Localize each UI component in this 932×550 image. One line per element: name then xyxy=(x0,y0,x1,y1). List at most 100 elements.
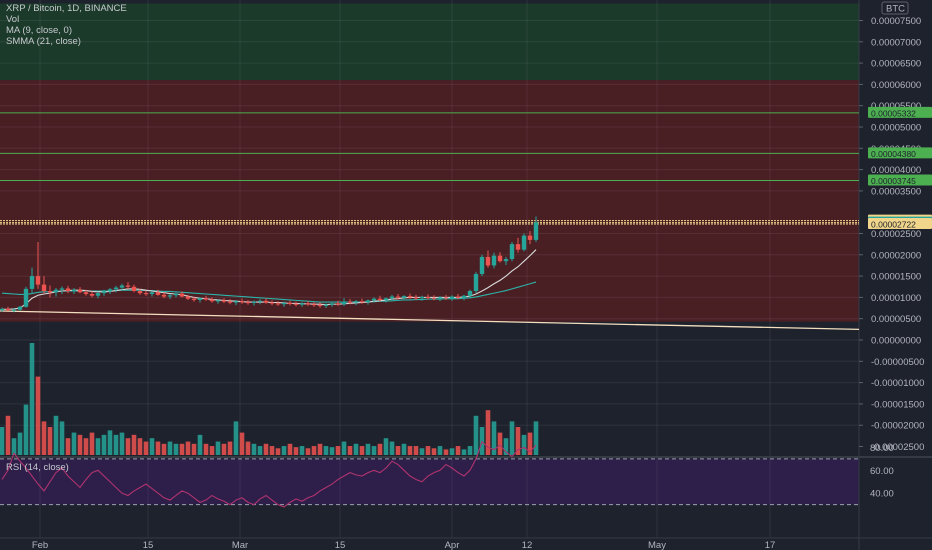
candle-63 xyxy=(377,298,383,300)
candle-12 xyxy=(71,289,77,292)
volume-bar-74 xyxy=(443,449,449,455)
price-label-5: 0.00002722 xyxy=(871,220,916,230)
volume-bar-28 xyxy=(167,441,173,455)
candle-72 xyxy=(431,297,437,299)
candle-18 xyxy=(107,289,113,292)
candle-52 xyxy=(311,304,317,306)
volume-bar-83 xyxy=(497,432,503,455)
y-tick-label-3: 0.00006000 xyxy=(871,80,921,91)
candle-36 xyxy=(215,300,221,302)
volume-bar-31 xyxy=(185,441,191,455)
candle-0 xyxy=(0,308,5,311)
volume-bar-43 xyxy=(257,446,263,455)
candle-15 xyxy=(89,293,95,296)
volume-bar-47 xyxy=(281,446,287,455)
smma-indicator-label[interactable]: SMMA (21, close) xyxy=(6,36,81,47)
price-label-bg-5 xyxy=(868,218,932,230)
symbol-title[interactable]: XRP / Bitcoin, 1D, BINANCE xyxy=(6,3,127,14)
y-tick-label-5: 0.00005000 xyxy=(871,123,921,134)
candle-27 xyxy=(161,294,167,297)
x-tick-label-1: 15 xyxy=(143,540,154,550)
volume-bar-45 xyxy=(269,446,275,455)
candle-2 xyxy=(11,309,17,311)
candle-86 xyxy=(515,244,521,250)
volume-bar-69 xyxy=(413,446,419,455)
candle-65 xyxy=(389,296,395,299)
volume-bar-38 xyxy=(227,441,233,455)
y-tick-label-1: 0.00007000 xyxy=(871,37,921,48)
rsi-legend[interactable]: RSI (14, close) xyxy=(6,462,69,473)
y-tick-label-16: -0.00001000 xyxy=(871,378,924,389)
candle-40 xyxy=(239,301,245,303)
volume-bar-13 xyxy=(77,434,83,455)
candle-83 xyxy=(497,255,503,262)
price-label-1: 0.00004380 xyxy=(871,149,916,159)
rsi-tick-label-0: 80.00 xyxy=(870,443,894,454)
price-label-bg-0 xyxy=(868,106,932,118)
volume-bar-56 xyxy=(335,446,341,455)
volume-bar-67 xyxy=(401,443,407,455)
volume-bar-5 xyxy=(29,343,35,455)
volume-bar-68 xyxy=(407,446,413,455)
candle-16 xyxy=(95,293,101,296)
candle-4 xyxy=(23,288,29,307)
volume-bar-73 xyxy=(437,446,443,455)
volume-bar-66 xyxy=(395,446,401,455)
y-tick-label-7: 0.00004000 xyxy=(871,165,921,176)
volume-bar-30 xyxy=(179,443,185,455)
candle-39 xyxy=(233,301,239,303)
volume-bar-58 xyxy=(347,446,353,455)
candle-70 xyxy=(419,296,425,299)
candle-50 xyxy=(299,303,305,305)
volume-bar-19 xyxy=(113,434,119,455)
candle-44 xyxy=(263,300,269,303)
volume-bar-40 xyxy=(239,432,245,455)
volume-bar-42 xyxy=(251,443,257,455)
candle-51 xyxy=(305,303,311,305)
y-tick-label-4: 0.00005500 xyxy=(871,101,921,112)
volume-bar-15 xyxy=(89,432,95,455)
y-tick-label-18: -0.00002000 xyxy=(871,421,924,432)
candle-11 xyxy=(65,288,71,292)
candle-3 xyxy=(17,306,23,310)
volume-bar-21 xyxy=(125,438,131,455)
y-tick-label-8: 0.00003500 xyxy=(871,186,921,197)
volume-bar-78 xyxy=(467,446,473,455)
candle-75 xyxy=(449,296,455,299)
currency-badge: BTC xyxy=(886,4,905,15)
candle-31 xyxy=(185,296,191,299)
volume-bar-53 xyxy=(317,443,323,455)
candle-43 xyxy=(257,300,263,302)
volume-bar-89 xyxy=(533,421,539,455)
volume-bar-57 xyxy=(341,441,347,455)
volume-bar-71 xyxy=(425,446,431,455)
candle-54 xyxy=(323,304,329,306)
candle-59 xyxy=(353,301,359,303)
candle-13 xyxy=(77,289,83,293)
x-tick-label-6: May xyxy=(648,540,666,550)
y-tick-label-13: 0.00000500 xyxy=(871,314,921,325)
candle-35 xyxy=(209,299,215,302)
y-tick-label-2: 0.00006500 xyxy=(871,59,921,70)
volume-bar-60 xyxy=(359,446,365,455)
volume-bar-62 xyxy=(371,446,377,455)
candle-22 xyxy=(131,286,137,292)
y-tick-label-11: 0.00001500 xyxy=(871,272,921,283)
volume-bar-87 xyxy=(521,434,527,455)
candle-23 xyxy=(137,291,143,294)
candle-68 xyxy=(407,296,413,298)
volume-bar-85 xyxy=(509,421,515,455)
volume-bar-37 xyxy=(221,443,227,455)
y-tick-label-19: -0.00002500 xyxy=(871,442,924,453)
volume-bar-27 xyxy=(161,443,167,455)
candle-30 xyxy=(179,293,185,297)
ma-indicator-label[interactable]: MA (9, close, 0) xyxy=(6,25,72,36)
y-tick-label-9: 0.00002500 xyxy=(871,229,921,240)
volume-indicator-label[interactable]: Vol xyxy=(6,14,20,25)
y-tick-label-14: 0.00000000 xyxy=(871,336,921,347)
price-label-0: 0.00005332 xyxy=(871,108,916,118)
volume-bar-75 xyxy=(449,448,455,455)
rsi-line xyxy=(1,440,537,508)
y-tick-label-12: 0.00001000 xyxy=(871,293,921,304)
